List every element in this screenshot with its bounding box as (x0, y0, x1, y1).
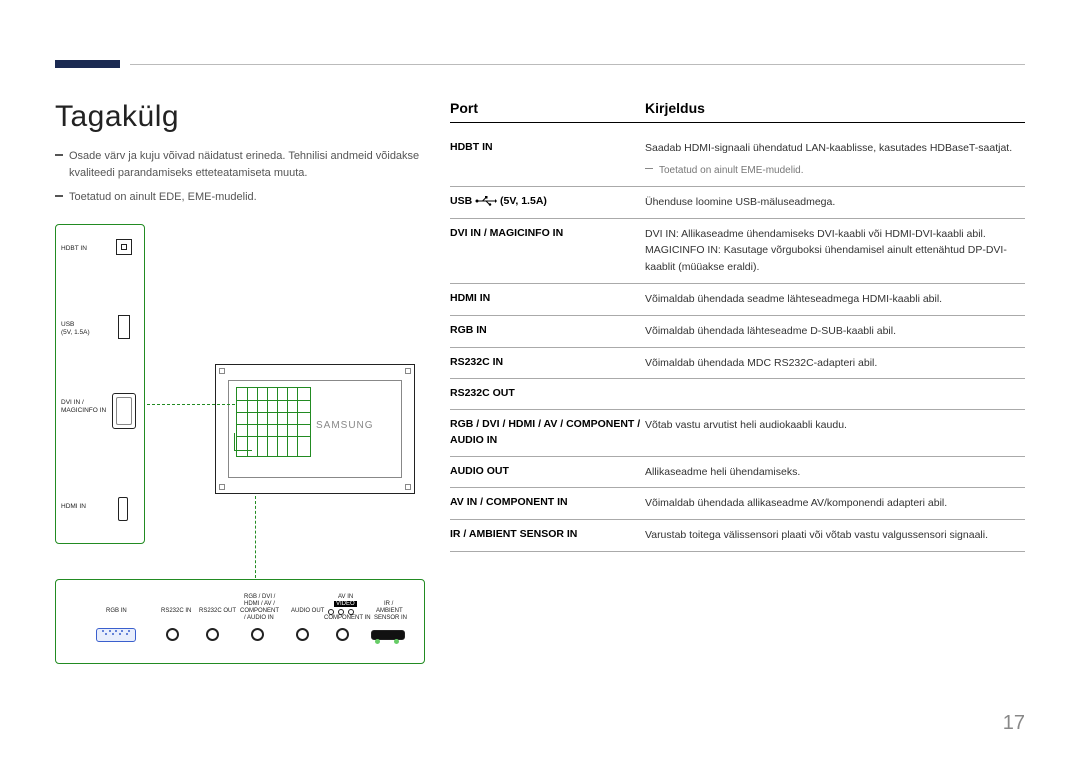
table-row: AV IN / COMPONENT INVõimaldab ühendada a… (450, 488, 1025, 520)
label-comp4: / AUDIO IN (244, 615, 274, 621)
connector-audioin-icon (251, 628, 264, 641)
label-video: VIDEO (334, 601, 357, 607)
port-desc: Võimaldab ühendada allikaseadme AV/kompo… (645, 495, 1025, 512)
table-row: DVI IN / MAGICINFO INDVI IN: Allikaseadm… (450, 219, 1025, 284)
port-usb-icon (118, 315, 130, 339)
label-usb-2: (5V, 1.5A) (61, 329, 90, 336)
label-rs232cout: RS232C OUT (199, 608, 236, 614)
connector-ir-icon (371, 630, 405, 640)
port-name: IR / AMBIENT SENSOR IN (450, 527, 645, 544)
label-dvi-1: DVI IN / (61, 399, 84, 406)
port-desc (645, 386, 1025, 402)
page-number: 17 (1003, 712, 1025, 735)
label-rs232cin: RS232C IN (161, 608, 191, 614)
label-rgbin: RGB IN (106, 608, 127, 614)
port-name: HDMI IN (450, 291, 645, 308)
th-port: Port (450, 100, 645, 116)
label-comp2: HDMI / AV / (244, 601, 275, 607)
table-row: USB (5V, 1.5A)Ühenduse loomine USB-mälus… (450, 187, 1025, 219)
connector-rs2-icon (206, 628, 219, 641)
label-ir1: IR / (384, 601, 393, 607)
bottom-port-strip: RGB IN RS232C IN RS232C OUT RGB / DVI / … (55, 579, 425, 664)
mini-jack-icon (348, 609, 354, 615)
label-hdmi: HDMI IN (61, 503, 86, 510)
port-name: RS232C IN (450, 355, 645, 372)
port-desc: Võimaldab ühendada MDC RS232C-adapteri a… (645, 355, 1025, 372)
label-dvi-2: MAGICINFO IN (61, 407, 106, 414)
port-name: USB (5V, 1.5A) (450, 194, 645, 211)
port-name: HDBT IN (450, 140, 645, 179)
connector-v (255, 496, 256, 578)
port-note: Toetatud on ainult EME-mudelid. (645, 163, 1025, 179)
note-variation: Osade värv ja kuju võivad näidatust erin… (55, 148, 425, 181)
label-ir3: SENSOR IN (374, 615, 407, 621)
label-compin: COMPONENT IN (324, 615, 371, 621)
th-desc: Kirjeldus (645, 100, 1025, 116)
page-title: Tagakülg (55, 100, 425, 134)
label-avin: AV IN (338, 594, 353, 600)
label-ir2: AMBIENT (376, 608, 403, 614)
port-name: AV IN / COMPONENT IN (450, 495, 645, 512)
table-row: IR / AMBIENT SENSOR INVarustab toitega v… (450, 520, 1025, 552)
circuit-board-icon (236, 387, 311, 457)
label-audioout: AUDIO OUT (291, 608, 324, 614)
port-desc: Ühenduse loomine USB-mäluseadmega. (645, 194, 1025, 211)
table-header: Port Kirjeldus (450, 100, 1025, 123)
port-desc: Allikaseadme heli ühendamiseks. (645, 464, 1025, 481)
label-comp3: COMPONENT (240, 608, 279, 614)
port-name: RS232C OUT (450, 386, 645, 402)
port-desc: Saadab HDMI-signaali ühendatud LAN-kaabl… (645, 140, 1025, 179)
port-name: AUDIO OUT (450, 464, 645, 481)
port-desc: Varustab toitega välissensori plaati või… (645, 527, 1025, 544)
connector-rs1-icon (166, 628, 179, 641)
label-comp1: RGB / DVI / (244, 594, 275, 600)
connector-h (147, 404, 235, 405)
port-diagram: HDBT IN USB (5V, 1.5A) DVI IN / MAGICINF… (55, 224, 425, 664)
table-row: HDBT INSaadab HDMI-signaali ühendatud LA… (450, 133, 1025, 187)
table-row: RGB INVõimaldab ühendada lähteseadme D-S… (450, 316, 1025, 348)
label-hdbt: HDBT IN (61, 245, 87, 252)
port-name: RGB IN (450, 323, 645, 340)
port-desc: Võimaldab ühendada lähteseadme D-SUB-kaa… (645, 323, 1025, 340)
back-panel: SAMSUNG (215, 364, 415, 494)
connector-av-icon (336, 628, 349, 641)
mini-jack-icon (328, 609, 334, 615)
table-row: AUDIO OUTAllikaseadme heli ühendamiseks. (450, 457, 1025, 489)
label-usb-1: USB (61, 321, 74, 328)
table-row: RS232C INVõimaldab ühendada MDC RS232C-a… (450, 348, 1025, 380)
top-rule (130, 64, 1025, 65)
port-desc: Võimaldab ühendada seadme lähteseadmega … (645, 291, 1025, 308)
side-port-strip: HDBT IN USB (5V, 1.5A) DVI IN / MAGICINF… (55, 224, 145, 544)
mini-jack-icon (338, 609, 344, 615)
port-desc: Võtab vastu arvutist heli audiokaabli ka… (645, 417, 1025, 449)
connector-vga-icon (96, 628, 136, 642)
connector-audioout-icon (296, 628, 309, 641)
port-name: DVI IN / MAGICINFO IN (450, 226, 645, 276)
port-desc: DVI IN: Allikaseadme ühendamiseks DVI-ka… (645, 226, 1025, 276)
table-row: RGB / DVI / HDMI / AV / COMPONENT / AUDI… (450, 410, 1025, 457)
port-hdbt-icon (116, 239, 132, 255)
table-row: HDMI INVõimaldab ühendada seadme lähtese… (450, 284, 1025, 316)
table-row: RS232C OUT (450, 379, 1025, 410)
note-models: Toetatud on ainult EDE, EME-mudelid. (55, 189, 425, 206)
port-dvi-icon (112, 393, 136, 429)
accent-bar (55, 60, 120, 68)
port-table-body: HDBT INSaadab HDMI-signaali ühendatud LA… (450, 133, 1025, 552)
brand-label: SAMSUNG (316, 420, 374, 431)
port-hdmi-icon (118, 497, 128, 521)
port-name: RGB / DVI / HDMI / AV / COMPONENT / AUDI… (450, 417, 645, 449)
